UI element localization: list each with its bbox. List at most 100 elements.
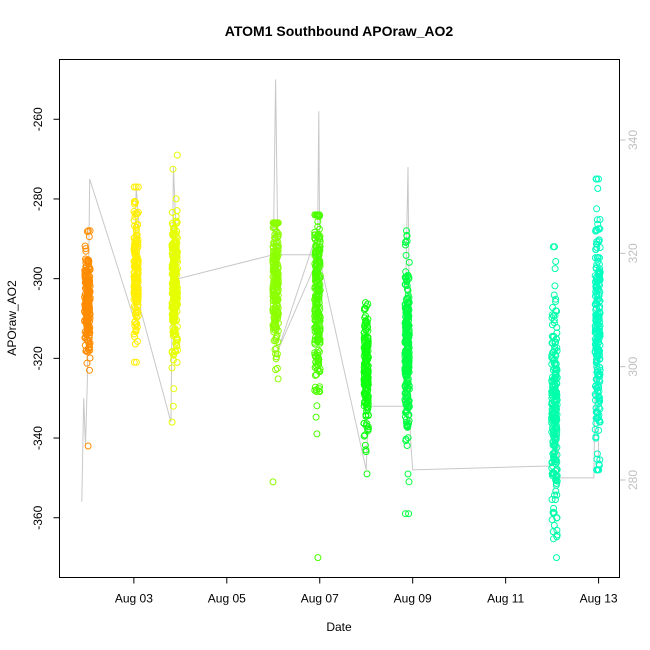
data-point — [360, 432, 368, 440]
data-point — [552, 298, 559, 305]
data-point — [594, 257, 602, 265]
y-tick-label: -300 — [31, 266, 45, 290]
data-point — [405, 411, 413, 419]
data-point — [269, 292, 277, 300]
data-point — [592, 342, 600, 349]
data-point — [553, 324, 561, 331]
data-point — [549, 427, 557, 435]
data-point — [313, 430, 321, 438]
data-point — [553, 491, 561, 499]
data-point — [84, 442, 92, 450]
data-point — [134, 208, 142, 216]
data-point — [404, 335, 412, 343]
data-point — [271, 303, 279, 311]
data-point — [551, 415, 559, 423]
data-point — [132, 281, 140, 289]
data-point — [361, 322, 369, 329]
data-point — [83, 266, 91, 274]
data-point — [173, 302, 180, 310]
data-point — [174, 346, 181, 354]
data-point — [171, 259, 179, 267]
data-point — [595, 395, 603, 403]
data-point — [404, 344, 412, 352]
data-point — [361, 381, 369, 388]
data-point — [595, 461, 603, 469]
data-point — [171, 236, 179, 244]
data-point — [595, 175, 602, 183]
data-point — [593, 240, 601, 248]
data-point — [551, 356, 559, 364]
data-point — [85, 334, 93, 342]
data-point — [405, 478, 413, 486]
data-point — [548, 332, 556, 340]
data-point — [172, 195, 180, 203]
data-point — [134, 236, 142, 243]
data-point — [596, 355, 604, 363]
data-point — [311, 283, 319, 291]
chart-title: ATOM1 Southbound APOraw_AO2 — [225, 23, 454, 39]
data-point — [314, 554, 322, 562]
data-point — [168, 364, 176, 372]
connector-line-group — [81, 79, 600, 502]
data-point — [403, 304, 411, 312]
data-point — [313, 371, 320, 379]
data-point — [132, 183, 140, 191]
data-point — [595, 416, 603, 424]
data-point — [592, 317, 600, 325]
data-point — [85, 296, 93, 303]
data-point — [274, 251, 282, 259]
data-point — [593, 282, 601, 289]
data-point — [592, 328, 600, 336]
data-point — [553, 391, 561, 399]
data-point — [312, 388, 320, 395]
data-point — [403, 294, 411, 302]
data-point — [552, 466, 560, 474]
x-tick-label: Aug 13 — [580, 592, 618, 606]
data-point — [315, 291, 323, 299]
data-point — [404, 434, 412, 442]
data-point — [361, 304, 369, 312]
data-point — [83, 306, 91, 314]
data-point — [271, 323, 279, 331]
data-point — [172, 217, 180, 225]
data-point — [362, 392, 370, 400]
data-point — [553, 458, 561, 466]
data-point — [404, 423, 412, 431]
data-point — [171, 289, 179, 297]
data-point — [170, 293, 178, 301]
data-point — [84, 286, 92, 294]
data-point — [596, 351, 603, 359]
data-point — [595, 280, 603, 287]
data-point — [593, 385, 601, 392]
data-point — [170, 260, 177, 268]
data-point — [172, 243, 180, 251]
data-point — [311, 371, 319, 379]
data-point — [134, 303, 141, 311]
data-point — [273, 331, 281, 339]
data-point — [551, 243, 558, 251]
data-point — [132, 199, 139, 207]
right-y-tick-label: 300 — [626, 356, 640, 376]
data-point — [130, 183, 138, 191]
data-point — [402, 241, 409, 249]
point-cluster — [548, 243, 561, 562]
data-point — [361, 359, 369, 367]
data-point — [133, 210, 140, 218]
data-point — [272, 221, 280, 229]
data-point — [83, 346, 90, 354]
data-point — [403, 237, 411, 245]
data-point — [549, 383, 556, 391]
data-point — [403, 421, 411, 429]
data-point — [594, 220, 602, 228]
data-point — [403, 278, 411, 286]
data-point — [551, 436, 559, 444]
data-point — [82, 245, 90, 253]
data-point — [548, 394, 556, 402]
data-point — [361, 349, 369, 357]
data-point — [549, 333, 557, 341]
data-point — [315, 279, 323, 287]
x-tick-label: Aug 09 — [394, 592, 432, 606]
data-point — [402, 295, 410, 303]
data-point — [550, 429, 558, 437]
